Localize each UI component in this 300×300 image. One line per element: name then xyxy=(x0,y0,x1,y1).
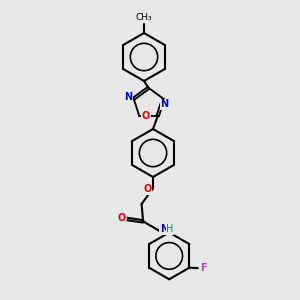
Text: O: O xyxy=(142,111,150,121)
Text: CH₃: CH₃ xyxy=(136,13,152,22)
Text: N: N xyxy=(124,92,132,103)
Text: H: H xyxy=(167,224,174,235)
Text: O: O xyxy=(118,213,126,223)
Text: F: F xyxy=(200,263,206,273)
Text: N: N xyxy=(160,224,168,235)
Text: N: N xyxy=(160,99,169,109)
Text: O: O xyxy=(143,184,152,194)
